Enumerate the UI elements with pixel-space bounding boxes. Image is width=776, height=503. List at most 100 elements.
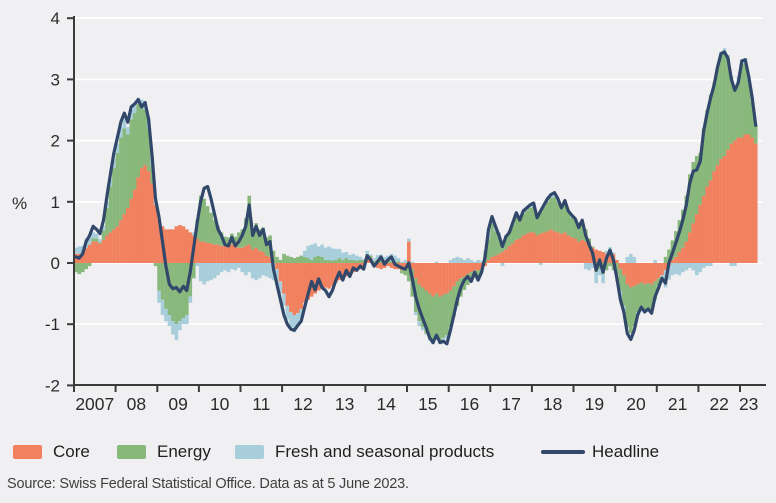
bar-segment-fresh: [590, 263, 595, 268]
bar-segment-fresh: [344, 251, 349, 259]
bar-segment-fresh: [448, 259, 453, 263]
bar-segment-fresh: [410, 261, 415, 263]
bar-segment-energy: [563, 203, 567, 233]
bar-segment-energy: [556, 201, 560, 233]
bar-segment-core: [296, 263, 300, 314]
bar-segment-energy: [746, 79, 751, 135]
bar-segment-core: [275, 263, 279, 270]
bar-segment-energy: [372, 261, 376, 263]
bar-segment-fresh: [538, 263, 543, 265]
bar-segment-fresh: [129, 110, 134, 120]
bar-segment-energy: [320, 256, 324, 263]
bar-segment-fresh: [500, 263, 505, 267]
bar-segment-core: [524, 233, 529, 263]
legend-item-headline: Headline: [541, 442, 659, 461]
bar-segment-core: [511, 243, 515, 263]
bar-segment-core: [195, 238, 200, 263]
legend-label-fresh: Fresh and seasonal products: [275, 442, 495, 461]
bar-segment-energy: [577, 228, 581, 242]
bar-segment-core: [115, 226, 120, 263]
bar-segment-energy: [722, 53, 727, 156]
bar-segment-fresh: [191, 232, 196, 236]
bar-segment-fresh: [587, 263, 592, 271]
bar-segment-energy: [354, 260, 359, 263]
bar-segment-energy: [608, 263, 612, 267]
bar-segment-fresh: [212, 263, 217, 279]
bar-segment-energy: [341, 259, 345, 263]
bar-segment-core: [205, 242, 210, 263]
bar-segment-energy: [105, 207, 109, 236]
bar-segment-energy: [656, 278, 661, 286]
bar-segment-energy: [681, 209, 685, 248]
bar-segment-core: [94, 241, 99, 263]
bar-segment-energy: [518, 220, 522, 239]
bar-segment-core: [528, 232, 533, 263]
bar-segment-core: [594, 249, 598, 263]
bar-segment-fresh: [354, 255, 359, 261]
bar-segment-energy: [292, 258, 297, 263]
bar-segment-energy: [171, 263, 175, 322]
fresh-swatch-icon: [235, 445, 264, 459]
bar-segment-core: [719, 158, 723, 263]
bar-segment-core: [230, 244, 234, 263]
bar-segment-core: [323, 263, 328, 288]
bar-segment-energy: [115, 152, 120, 227]
bar-segment-fresh: [188, 296, 193, 303]
y-tick-label: 4: [51, 9, 60, 28]
bar-segment-energy: [153, 263, 158, 267]
bar-segment-core: [753, 143, 758, 263]
bar-segment-core: [393, 263, 397, 270]
energy-swatch-icon: [117, 445, 146, 459]
legend-label-core: Core: [53, 442, 90, 461]
x-tick-label: 11: [252, 394, 270, 414]
bar-segment-energy: [164, 263, 168, 309]
bar-segment-core: [746, 134, 751, 263]
x-tick-label: 09: [168, 394, 187, 414]
legend-item-core: Core: [13, 442, 90, 461]
bar-segment-energy: [334, 259, 338, 263]
bar-segment-core: [185, 229, 189, 263]
bar-segment-core: [736, 137, 741, 263]
bar-segment-energy: [736, 82, 741, 138]
x-tick-label: 16: [460, 394, 479, 414]
bar-segment-fresh: [330, 248, 335, 261]
bar-segment-fresh: [164, 308, 168, 322]
bar-segment-fresh: [361, 258, 366, 260]
bar-segment-core: [618, 263, 623, 270]
bar-segment-energy: [143, 110, 147, 166]
bar-segment-fresh: [372, 258, 376, 262]
bar-segment-energy: [136, 103, 141, 178]
bar-segment-fresh: [185, 315, 189, 325]
bar-segment-fresh: [285, 305, 290, 320]
x-tick-label: 22: [709, 394, 728, 414]
bar-segment-core: [247, 244, 252, 263]
bar-segment-fresh: [667, 266, 671, 280]
bar-segment-core: [750, 137, 755, 263]
bar-segment-energy: [729, 76, 734, 144]
bar-segment-fresh: [233, 263, 238, 271]
legend-item-energy: Energy: [117, 442, 211, 461]
bar-segment-energy: [101, 230, 106, 240]
bar-segment-fresh: [226, 263, 231, 273]
bar-segment-energy: [98, 242, 102, 244]
bar-segment-energy: [438, 296, 442, 341]
bar-segment-fresh: [278, 281, 283, 294]
bar-segment-core: [212, 244, 217, 263]
bar-segment-fresh: [365, 250, 370, 254]
bar-segment-fresh: [674, 263, 678, 275]
bar-segment-core: [101, 239, 106, 263]
bar-segment-energy: [524, 210, 529, 234]
bar-segment-fresh: [74, 247, 78, 254]
bar-segment-core: [264, 255, 269, 263]
bar-segment-energy: [91, 238, 95, 242]
bar-segment-core: [663, 263, 668, 271]
bar-segment-fresh: [195, 263, 200, 267]
x-tick-label: 19: [585, 394, 604, 414]
bar-segment-energy: [531, 206, 536, 233]
bar-segment-core: [386, 263, 390, 267]
bar-segment-energy: [549, 197, 553, 230]
bar-segment-energy: [205, 206, 210, 243]
bar-segment-core: [566, 235, 571, 263]
bar-segment-energy: [243, 218, 248, 246]
bar-segment-fresh: [115, 143, 120, 153]
